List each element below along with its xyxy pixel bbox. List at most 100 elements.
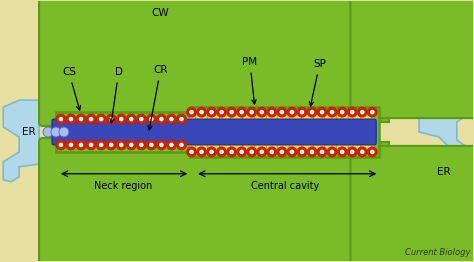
Circle shape <box>300 110 304 114</box>
Circle shape <box>357 146 368 157</box>
Circle shape <box>270 150 274 154</box>
Circle shape <box>199 150 204 154</box>
Circle shape <box>360 110 365 114</box>
Circle shape <box>317 107 328 118</box>
Circle shape <box>236 107 247 118</box>
Circle shape <box>65 114 76 124</box>
Circle shape <box>219 110 224 114</box>
Circle shape <box>276 146 287 157</box>
Circle shape <box>126 114 137 124</box>
Circle shape <box>99 117 103 121</box>
Circle shape <box>116 114 127 124</box>
Circle shape <box>96 114 107 124</box>
Circle shape <box>109 117 113 121</box>
Circle shape <box>210 150 214 154</box>
FancyBboxPatch shape <box>39 138 360 262</box>
Circle shape <box>149 117 154 121</box>
Text: Current Biology: Current Biology <box>405 248 471 257</box>
Circle shape <box>139 143 144 147</box>
Text: CR: CR <box>148 65 168 130</box>
Circle shape <box>55 139 66 150</box>
Circle shape <box>337 146 347 157</box>
Circle shape <box>219 150 224 154</box>
Circle shape <box>239 150 244 154</box>
Circle shape <box>43 127 53 137</box>
Circle shape <box>75 114 86 124</box>
Circle shape <box>370 110 374 114</box>
Circle shape <box>109 143 113 147</box>
Circle shape <box>330 110 334 114</box>
Circle shape <box>276 107 287 118</box>
FancyBboxPatch shape <box>350 146 474 262</box>
Circle shape <box>159 143 164 147</box>
Circle shape <box>226 146 237 157</box>
Circle shape <box>297 107 308 118</box>
Polygon shape <box>419 90 471 204</box>
Circle shape <box>86 139 97 150</box>
Circle shape <box>216 107 227 118</box>
Circle shape <box>89 143 93 147</box>
Circle shape <box>86 114 97 124</box>
Circle shape <box>189 150 194 154</box>
Circle shape <box>370 150 374 154</box>
Circle shape <box>350 150 355 154</box>
Circle shape <box>106 114 117 124</box>
Circle shape <box>310 150 314 154</box>
Text: ER: ER <box>22 127 36 137</box>
Circle shape <box>280 150 284 154</box>
Circle shape <box>297 146 308 157</box>
Circle shape <box>176 139 187 150</box>
Circle shape <box>266 107 277 118</box>
Circle shape <box>286 146 297 157</box>
Circle shape <box>136 139 147 150</box>
Circle shape <box>159 117 164 121</box>
Text: Neck region: Neck region <box>94 181 152 191</box>
Circle shape <box>75 139 86 150</box>
Circle shape <box>206 146 217 157</box>
Polygon shape <box>355 3 473 114</box>
Circle shape <box>256 107 267 118</box>
Circle shape <box>156 139 167 150</box>
Circle shape <box>166 114 177 124</box>
Circle shape <box>286 107 297 118</box>
FancyBboxPatch shape <box>52 119 376 145</box>
Circle shape <box>186 146 197 157</box>
Circle shape <box>246 107 257 118</box>
Circle shape <box>126 139 137 150</box>
Circle shape <box>310 110 314 114</box>
Text: ER: ER <box>437 167 451 177</box>
Text: CW: CW <box>152 8 169 18</box>
Circle shape <box>199 110 204 114</box>
Circle shape <box>106 139 117 150</box>
Polygon shape <box>56 107 379 157</box>
Circle shape <box>59 127 69 137</box>
Circle shape <box>259 110 264 114</box>
Circle shape <box>259 150 264 154</box>
Circle shape <box>320 150 324 154</box>
Circle shape <box>196 146 207 157</box>
Circle shape <box>96 139 107 150</box>
Circle shape <box>136 114 147 124</box>
Circle shape <box>340 110 345 114</box>
Circle shape <box>186 107 197 118</box>
Circle shape <box>350 110 355 114</box>
Circle shape <box>327 107 337 118</box>
Polygon shape <box>43 3 389 122</box>
Circle shape <box>367 146 378 157</box>
Circle shape <box>169 117 173 121</box>
FancyBboxPatch shape <box>39 0 360 126</box>
Polygon shape <box>43 142 389 261</box>
Circle shape <box>239 110 244 114</box>
Circle shape <box>146 139 157 150</box>
Circle shape <box>236 146 247 157</box>
Circle shape <box>346 146 358 157</box>
Circle shape <box>290 150 294 154</box>
Circle shape <box>169 143 173 147</box>
Circle shape <box>229 150 234 154</box>
Circle shape <box>249 110 254 114</box>
Text: CS: CS <box>62 67 81 110</box>
Circle shape <box>307 146 318 157</box>
Circle shape <box>330 150 334 154</box>
Circle shape <box>149 143 154 147</box>
Circle shape <box>146 114 157 124</box>
